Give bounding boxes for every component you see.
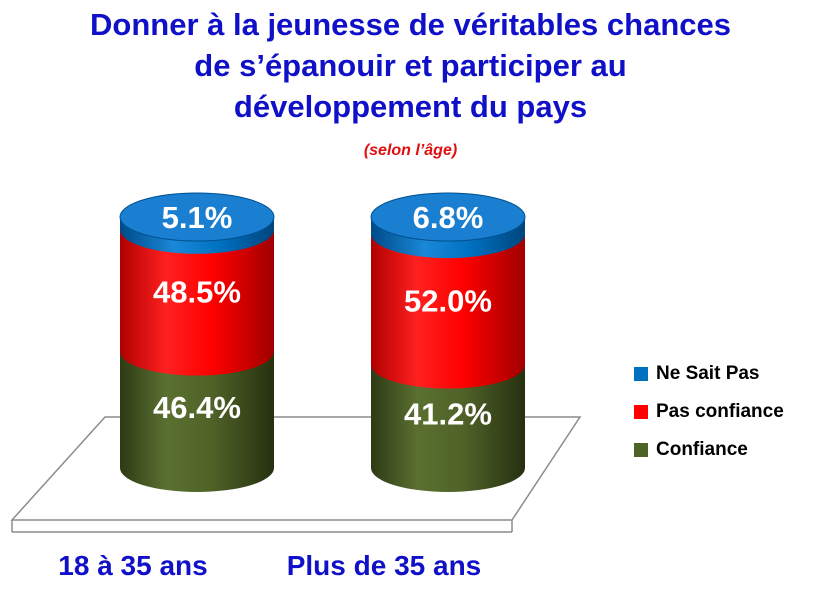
category-label-plus-35: Plus de 35 ans	[286, 550, 482, 581]
legend-label: Confiance	[656, 439, 748, 460]
legend: Ne Sait Pas Pas confiance Confiance	[634, 355, 784, 469]
title-line-2: de s’épanouir et participer au	[194, 48, 627, 83]
bar-value-label: 46.4%	[153, 390, 241, 425]
title-line-1: Donner à la jeunesse de véritables chanc…	[90, 7, 731, 42]
bar-value-label: 41.2%	[404, 396, 492, 431]
legend-label: Ne Sait Pas	[656, 363, 760, 384]
bar-segment	[120, 229, 274, 376]
bar-top	[119, 192, 275, 242]
legend-item-ne-sait-pas: Ne Sait Pas	[634, 355, 784, 393]
legend-swatch	[634, 367, 648, 381]
category-label-18-35: 18 à 35 ans	[58, 550, 208, 581]
title-line-3: développement du pays	[233, 89, 588, 124]
bar-segment	[120, 351, 274, 492]
bar-segment	[371, 234, 525, 389]
chart-title: Donner à la jeunesse de véritables chanc…	[0, 4, 821, 127]
bar-value-label: 5.1%	[162, 200, 233, 235]
chart-subtitle: (selon l’âge)	[363, 142, 458, 159]
legend-label: Pas confiance	[656, 401, 784, 422]
legend-swatch	[634, 405, 648, 419]
bar-value-label: 6.8%	[413, 200, 484, 235]
legend-swatch	[634, 443, 648, 457]
bar-value-label: 52.0%	[404, 283, 492, 318]
legend-item-confiance: Confiance	[634, 431, 784, 469]
bar-segment	[371, 364, 525, 492]
legend-item-pas-confiance: Pas confiance	[634, 393, 784, 431]
bar-value-label: 48.5%	[153, 275, 241, 310]
bar-top	[370, 192, 526, 242]
